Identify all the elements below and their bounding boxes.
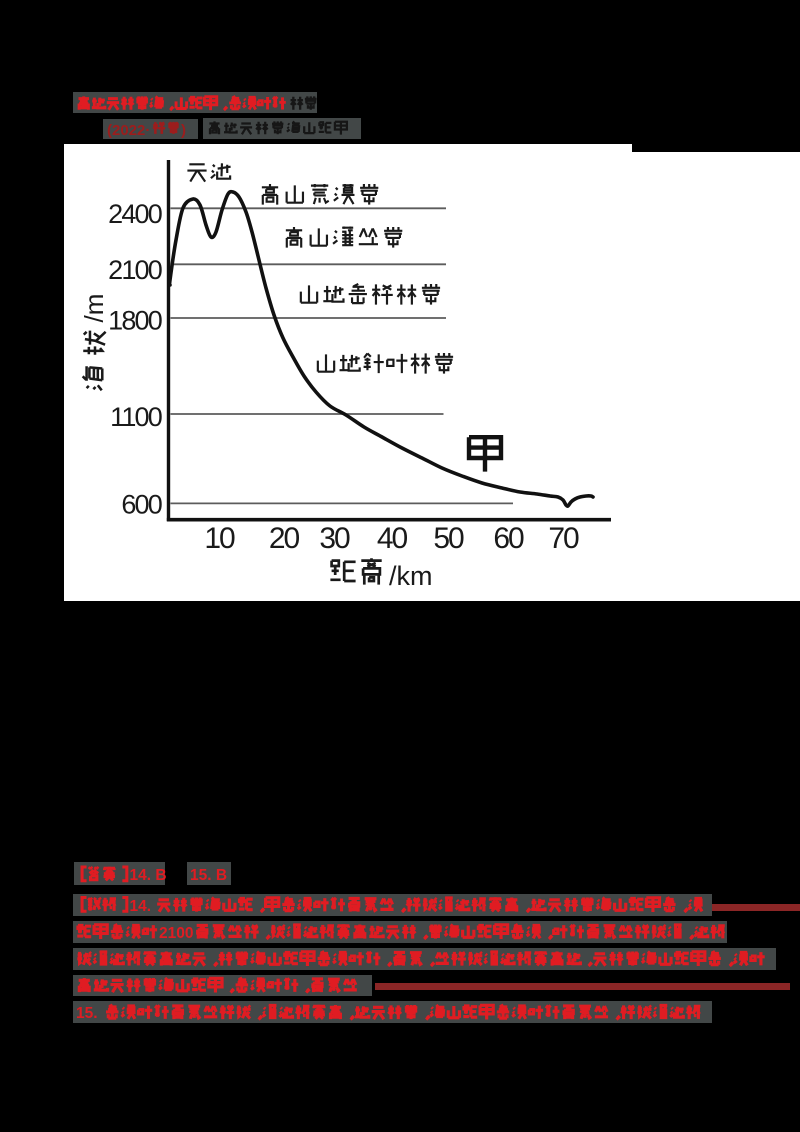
svg-text:50: 50: [433, 522, 464, 555]
svg-text:1100: 1100: [110, 402, 162, 432]
svg-text:40: 40: [377, 522, 408, 555]
svg-text:/km: /km: [389, 561, 433, 591]
svg-text:): ): [181, 122, 186, 139]
svg-text:600: 600: [121, 490, 161, 520]
svg-text:1800: 1800: [108, 306, 162, 336]
svg-text:60: 60: [493, 522, 524, 555]
svg-text:2100: 2100: [159, 925, 193, 942]
svg-text:2100: 2100: [108, 255, 162, 285]
svg-text:15. B: 15. B: [190, 867, 227, 884]
svg-text:70: 70: [548, 522, 579, 555]
svg-text:10: 10: [204, 522, 235, 555]
svg-text:14.: 14.: [130, 898, 152, 915]
svg-text:/m: /m: [79, 294, 109, 323]
svg-text:15.: 15.: [76, 1005, 98, 1022]
svg-text:2400: 2400: [108, 199, 162, 229]
svg-text:20: 20: [269, 522, 300, 555]
svg-text:14. B: 14. B: [130, 867, 167, 884]
svg-text:(2022·: (2022·: [107, 122, 150, 139]
svg-text:30: 30: [319, 522, 350, 555]
